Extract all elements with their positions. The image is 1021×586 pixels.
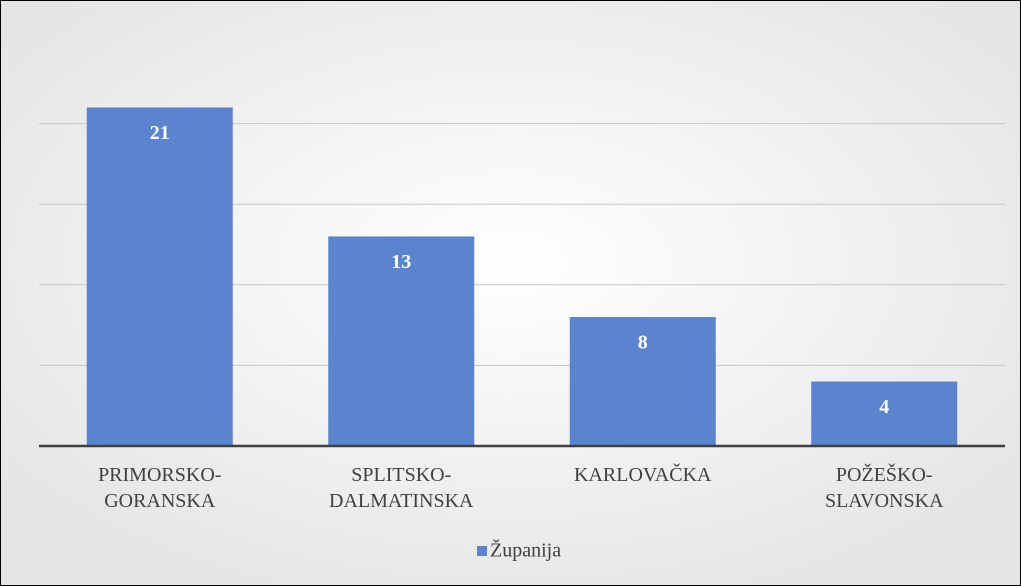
bar (328, 236, 475, 446)
data-label: 4 (879, 396, 889, 418)
x-tick-label: SPLITSKO-DALMATINSKA (329, 464, 474, 512)
x-tick-label: POŽEŠKO-SLAVONSKA (824, 464, 944, 512)
data-label: 8 (638, 332, 648, 354)
legend-label: Županija (490, 539, 561, 562)
bar (86, 107, 233, 446)
x-tick-label: KARLOVAČKA (574, 464, 712, 486)
bar (569, 317, 716, 446)
bar (811, 381, 958, 446)
x-tick-label: PRIMORSKO-GORANSKA (98, 464, 222, 512)
legend-swatch (477, 546, 487, 556)
data-label: 13 (391, 251, 411, 273)
data-label: 21 (150, 122, 170, 144)
